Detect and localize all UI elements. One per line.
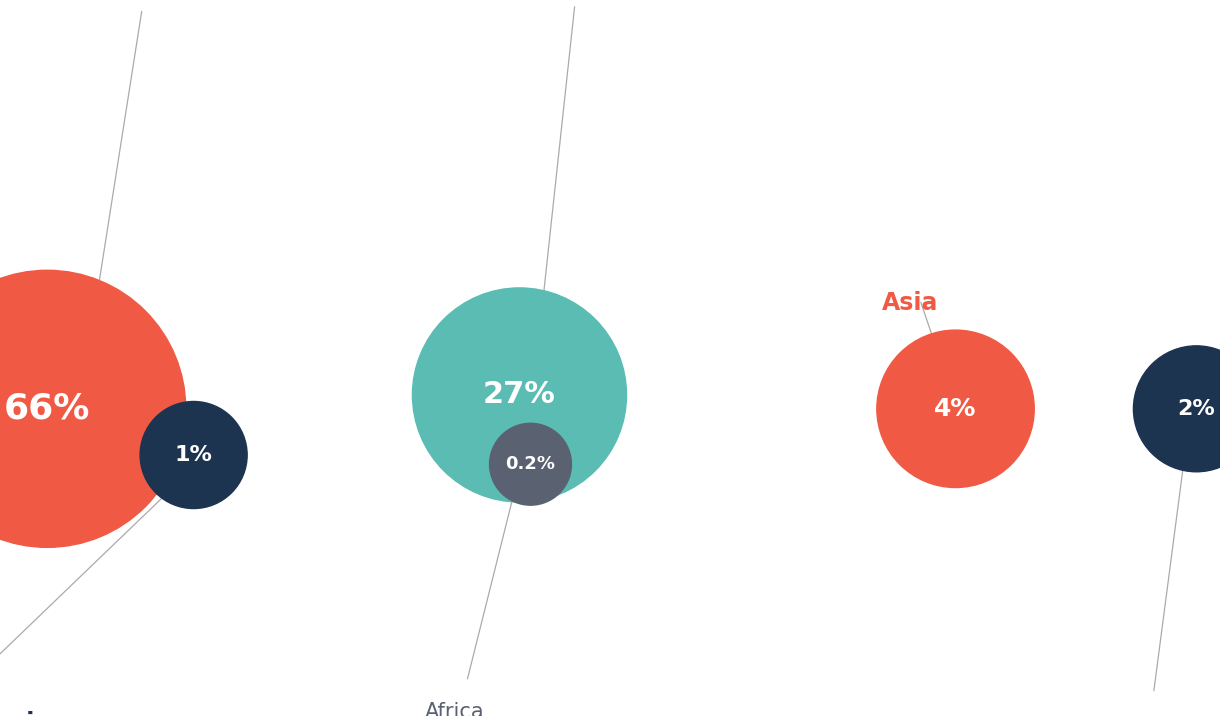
- Text: 66%: 66%: [4, 392, 90, 426]
- Text: 4%: 4%: [935, 397, 977, 421]
- Ellipse shape: [877, 330, 1035, 488]
- Text: Asia: Asia: [882, 291, 938, 314]
- Ellipse shape: [1133, 346, 1220, 472]
- Ellipse shape: [0, 270, 185, 547]
- Ellipse shape: [140, 402, 248, 508]
- Text: South America: South America: [0, 711, 65, 716]
- Text: 2%: 2%: [1177, 399, 1215, 419]
- Text: 1%: 1%: [174, 445, 212, 465]
- Ellipse shape: [489, 423, 571, 505]
- Text: Africa: Africa: [425, 702, 484, 716]
- Text: 0.2%: 0.2%: [505, 455, 555, 473]
- Ellipse shape: [412, 288, 627, 502]
- Text: 27%: 27%: [483, 380, 556, 410]
